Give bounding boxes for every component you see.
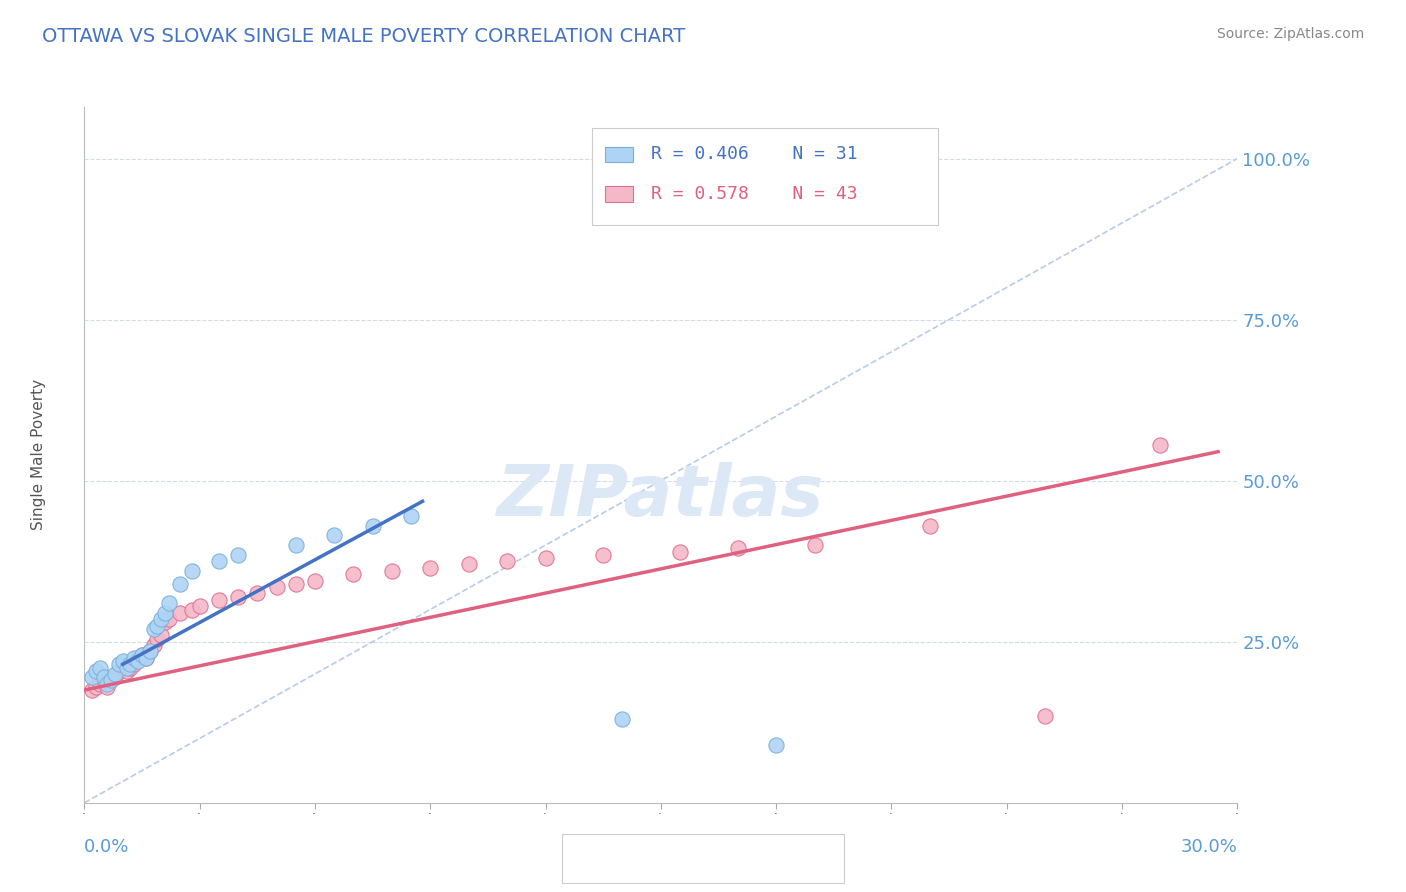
FancyBboxPatch shape: [606, 146, 633, 162]
Point: [80, 683, 103, 698]
Point: [120, 657, 142, 672]
Text: Source: ZipAtlas.com: Source: ZipAtlas.com: [1216, 27, 1364, 41]
Point: [100, 673, 122, 688]
Point: [323, 528, 346, 542]
Point: [399, 509, 422, 524]
Point: [150, 628, 173, 642]
Point: [89, 676, 111, 690]
Point: [131, 648, 153, 662]
Point: [131, 648, 153, 662]
FancyBboxPatch shape: [606, 186, 633, 202]
Point: [188, 599, 211, 614]
Point: [157, 612, 180, 626]
Point: [304, 574, 326, 588]
Point: [169, 606, 191, 620]
Point: [138, 644, 160, 658]
Text: Slovaks: Slovaks: [748, 854, 811, 871]
Point: [135, 651, 157, 665]
Point: [226, 548, 249, 562]
Text: ■: ■: [724, 853, 744, 872]
Point: [111, 654, 134, 668]
Point: [246, 586, 269, 600]
Point: [127, 654, 149, 668]
Point: [124, 657, 146, 672]
Point: [111, 660, 134, 674]
Point: [592, 548, 614, 562]
Point: [727, 541, 749, 556]
Point: [208, 554, 231, 568]
Point: [80, 670, 103, 684]
Point: [138, 644, 160, 658]
Point: [803, 538, 825, 552]
Point: [142, 638, 165, 652]
Point: [120, 660, 142, 674]
Point: [266, 580, 288, 594]
Point: [1149, 438, 1171, 452]
Point: [612, 712, 634, 726]
Point: [89, 660, 111, 674]
Point: [181, 602, 204, 616]
Point: [135, 651, 157, 665]
Point: [765, 738, 787, 752]
Point: [284, 576, 307, 591]
Point: [146, 632, 169, 646]
Point: [1033, 708, 1056, 723]
Text: ZIPatlas: ZIPatlas: [498, 462, 824, 531]
Point: [115, 664, 138, 678]
Point: [496, 554, 519, 568]
Point: [419, 560, 441, 574]
Point: [142, 622, 165, 636]
Point: [96, 680, 118, 694]
Text: 30.0%: 30.0%: [1181, 838, 1237, 856]
Point: [150, 612, 173, 626]
Point: [208, 592, 231, 607]
Point: [226, 590, 249, 604]
Text: OTTAWA VS SLOVAK SINGLE MALE POVERTY CORRELATION CHART: OTTAWA VS SLOVAK SINGLE MALE POVERTY COR…: [42, 27, 686, 45]
Point: [84, 664, 107, 678]
Text: 0.0%: 0.0%: [84, 838, 129, 856]
Point: [104, 667, 127, 681]
Text: R = 0.406    N = 31: R = 0.406 N = 31: [651, 145, 858, 163]
Point: [157, 596, 180, 610]
Point: [342, 567, 364, 582]
Point: [361, 518, 384, 533]
Text: Ottawa: Ottawa: [612, 854, 672, 871]
Point: [104, 670, 127, 684]
Point: [93, 673, 115, 688]
Point: [108, 657, 131, 672]
Point: [127, 651, 149, 665]
Point: [96, 676, 118, 690]
Point: [153, 606, 176, 620]
FancyBboxPatch shape: [592, 128, 938, 226]
Point: [146, 618, 169, 632]
Point: [108, 664, 131, 678]
Point: [181, 564, 204, 578]
Point: [669, 544, 692, 558]
Point: [918, 518, 941, 533]
Point: [124, 651, 146, 665]
Text: Single Male Poverty: Single Male Poverty: [31, 379, 46, 531]
Point: [115, 660, 138, 674]
Point: [457, 558, 479, 572]
Text: ■: ■: [588, 853, 607, 872]
Point: [169, 576, 191, 591]
Text: R = 0.578    N = 43: R = 0.578 N = 43: [651, 185, 858, 203]
Point: [100, 673, 122, 688]
Point: [381, 564, 404, 578]
Point: [93, 670, 115, 684]
Point: [153, 615, 176, 630]
Point: [284, 538, 307, 552]
Point: [534, 551, 557, 566]
Point: [84, 680, 107, 694]
